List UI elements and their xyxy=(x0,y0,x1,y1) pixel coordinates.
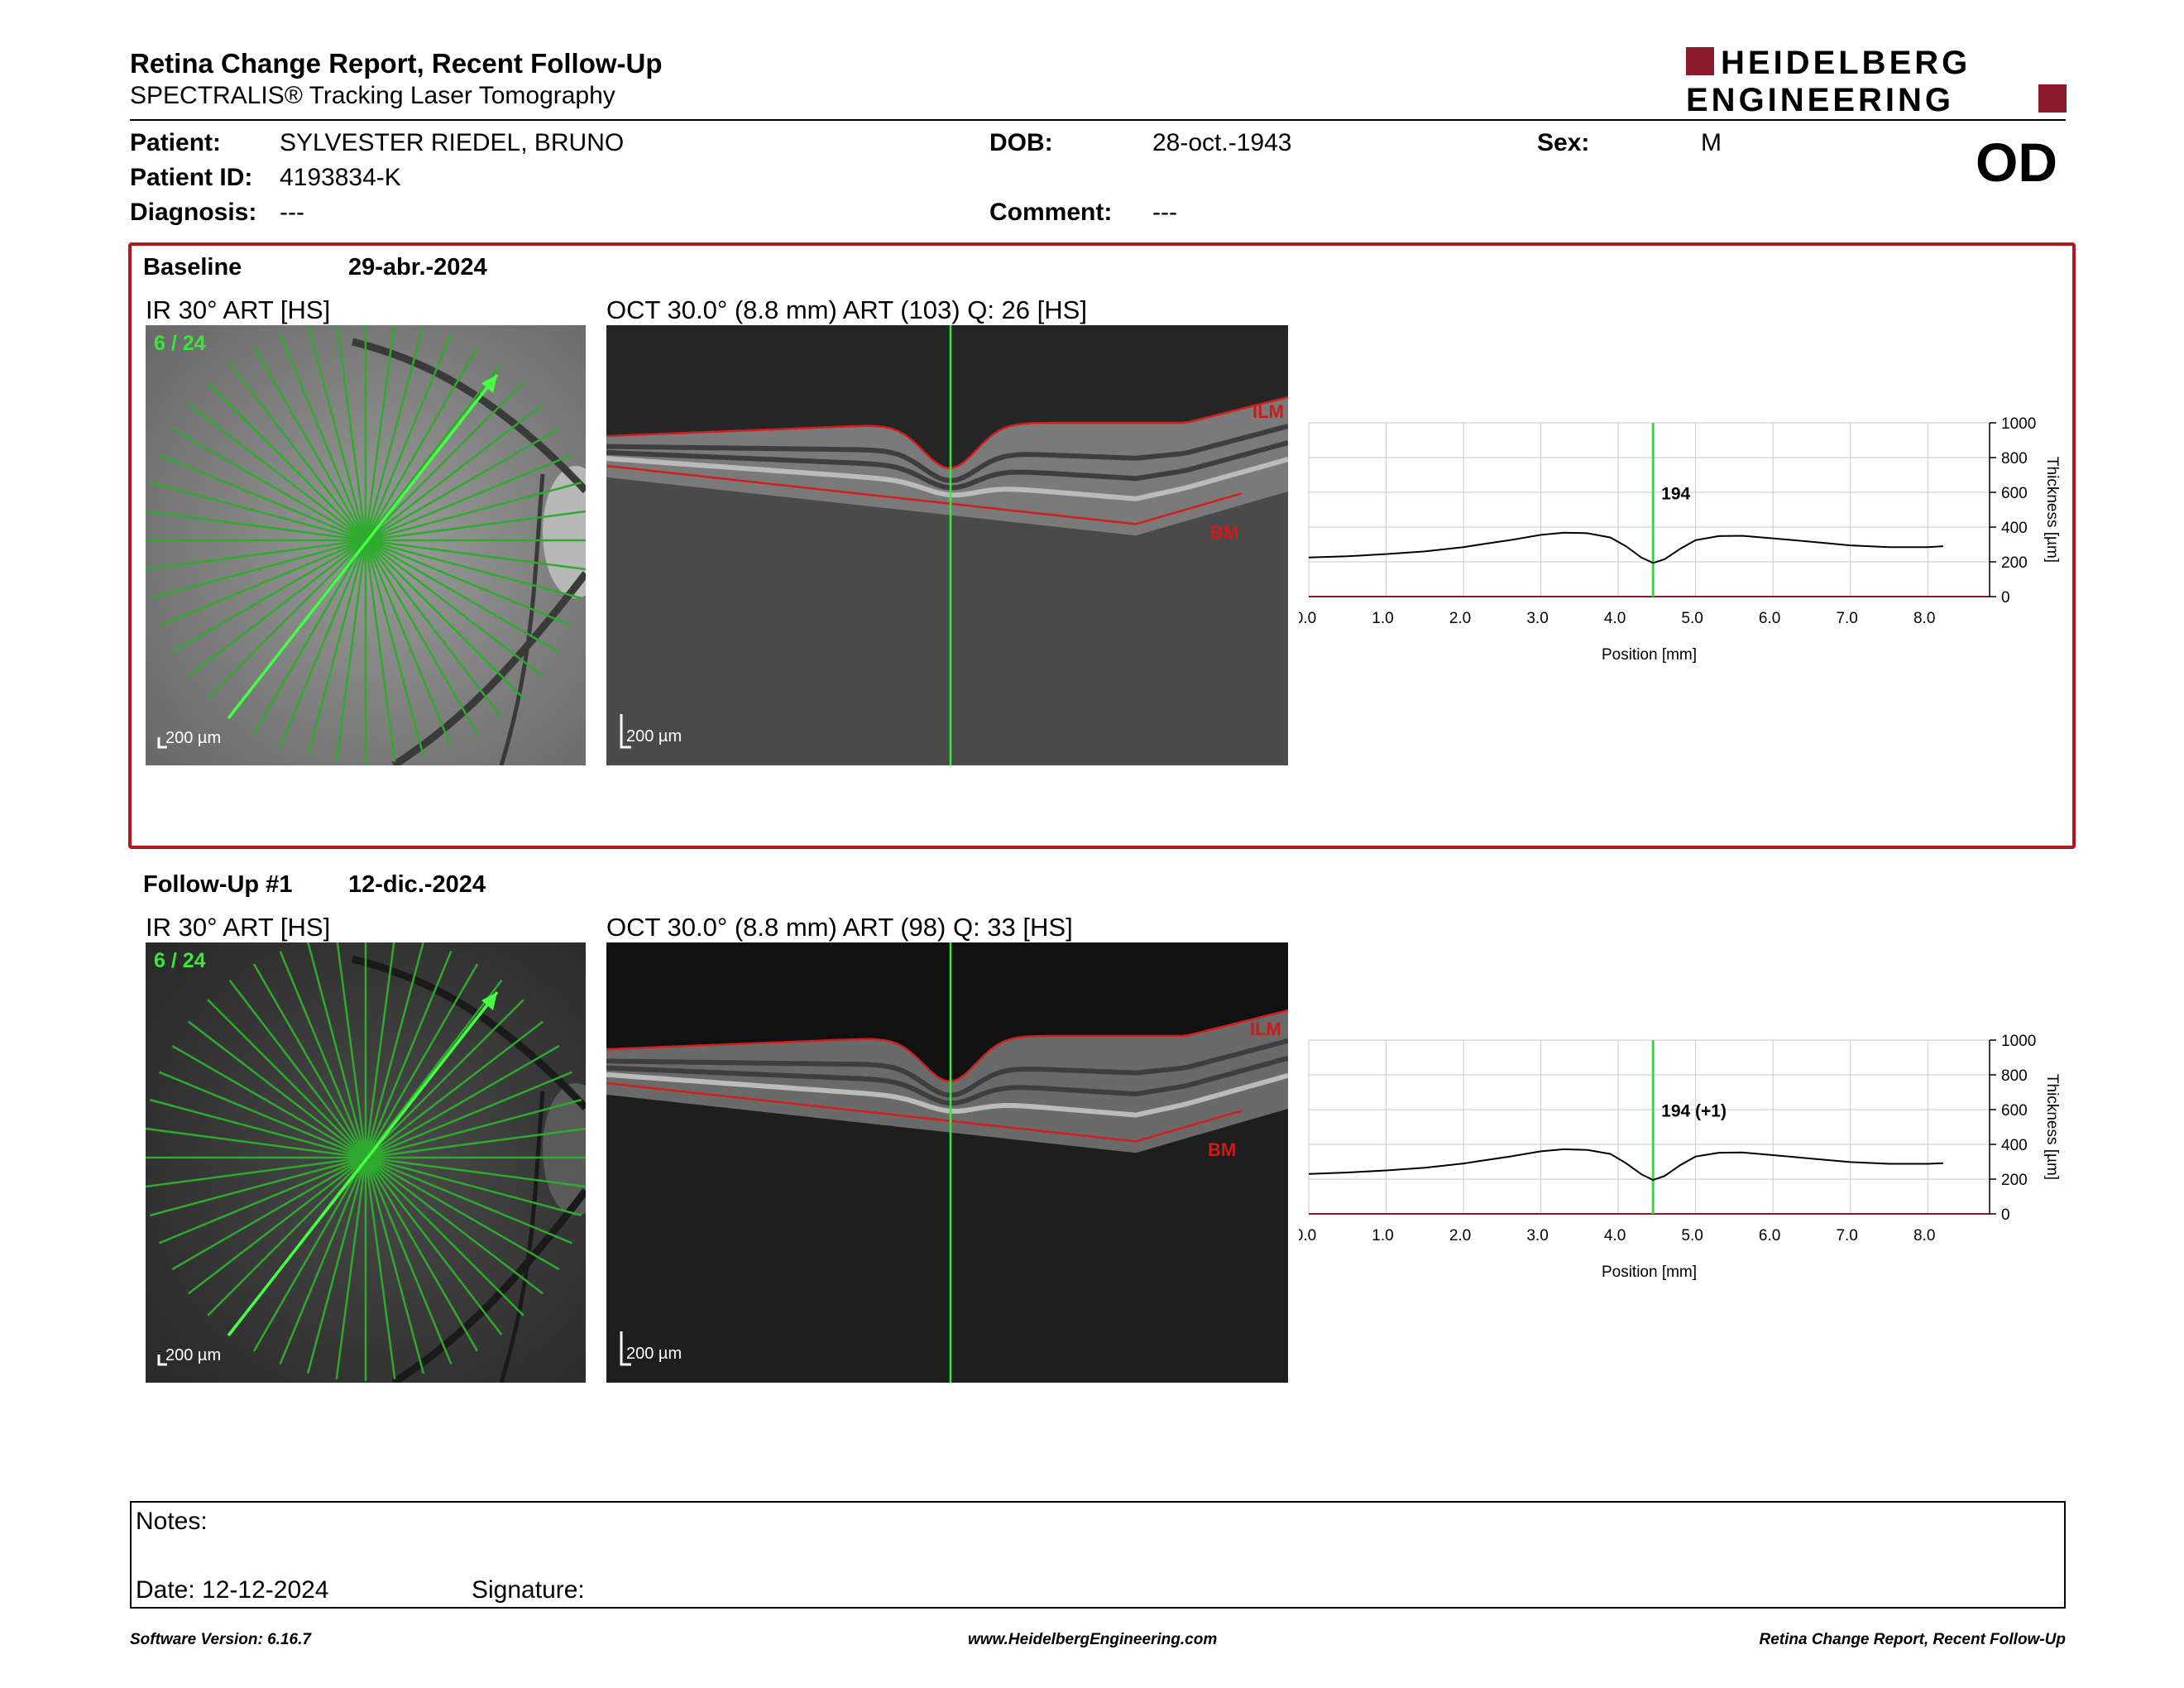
cursor-thickness-label: 194 (+1) xyxy=(1661,1101,1727,1120)
x-tick-label: 3.0 xyxy=(1526,610,1548,627)
baseline-ir-image[interactable]: 6 / 24 200 µm xyxy=(146,325,586,765)
x-tick-label: 1.0 xyxy=(1372,610,1393,627)
followup-date: 12-dic.-2024 xyxy=(348,871,486,898)
thickness-line xyxy=(1308,1148,1943,1182)
baseline-date: 29-abr.-2024 xyxy=(348,254,487,281)
patient-id-label: Patient ID: xyxy=(130,164,253,191)
y-tick-label: 800 xyxy=(2001,450,2028,468)
baseline-bm-label: BM xyxy=(1210,522,1239,543)
x-axis-label: Position [mm] xyxy=(1602,646,1697,664)
baseline-ir-scan-pattern xyxy=(146,325,586,765)
y-axis-label: Thickness [µm] xyxy=(2043,457,2061,563)
cursor-thickness-label: 194 xyxy=(1661,484,1690,503)
notes-box[interactable] xyxy=(130,1501,2066,1609)
x-tick-label: 5.0 xyxy=(1681,610,1703,627)
x-tick-label: 4.0 xyxy=(1604,1227,1626,1244)
y-tick-label: 600 xyxy=(2001,1102,2028,1120)
website-link[interactable]: www.HeidelbergEngineering.com xyxy=(968,1631,1218,1648)
dob-value: 28-oct.-1943 xyxy=(1152,129,1292,156)
y-tick-label: 0 xyxy=(2001,1206,2010,1224)
sex-value: M xyxy=(1701,129,1722,156)
x-tick-label: 7.0 xyxy=(1836,1227,1857,1244)
followup-label: Follow-Up #1 xyxy=(143,871,293,898)
report-title: Retina Change Report, Recent Follow-Up xyxy=(130,48,663,79)
x-tick-label: 0.0 xyxy=(1299,610,1316,627)
followup-thickness-chart: 0 200 400 600 800 1000 0.0 1.0 2.0 3.0 4.0 5.0 6.0 7.… xyxy=(1299,1033,2061,1281)
followup-oct-layers xyxy=(606,942,1288,1383)
comment-label: Comment: xyxy=(989,199,1113,226)
patient-name: SYLVESTER RIEDEL, BRUNO xyxy=(280,129,625,156)
x-tick-label: 0.0 xyxy=(1299,1227,1316,1244)
report-subtitle: SPECTRALIS® Tracking Laser Tomography xyxy=(130,82,615,109)
followup-ilm-label: ILM xyxy=(1250,1019,1281,1039)
baseline-oct-layers xyxy=(606,325,1288,765)
followup-bm-label: BM xyxy=(1208,1139,1237,1160)
heidelberg-logo: HEIDELBERG ENGINEERING xyxy=(1686,46,2067,115)
y-tick-label: 400 xyxy=(2001,520,2028,537)
baseline-ir-scale-label: 200 µm xyxy=(165,729,222,747)
header-divider xyxy=(130,119,2066,121)
patient-id: 4193834-K xyxy=(280,164,401,191)
baseline-panel xyxy=(128,242,2076,849)
followup-ir-scan-pattern xyxy=(146,942,586,1383)
followup-oct-bscan[interactable]: ILM BM 200 µm xyxy=(606,942,1288,1383)
logo-text-line2: ENGINEERING xyxy=(1686,82,1954,115)
x-tick-label: 3.0 xyxy=(1526,1227,1548,1244)
x-tick-label: 6.0 xyxy=(1759,610,1780,627)
y-tick-label: 400 xyxy=(2001,1137,2028,1154)
x-axis-label: Position [mm] xyxy=(1602,1264,1697,1281)
baseline-oct-title: OCT 30.0° (8.8 mm) ART (103) Q: 26 [HS] xyxy=(606,295,1087,324)
y-tick-label: 1000 xyxy=(2001,415,2036,433)
diagnosis-value: --- xyxy=(280,199,304,226)
followup-ir-image[interactable]: 6 / 24 200 µm xyxy=(146,942,586,1383)
y-tick-label: 1000 xyxy=(2001,1033,2036,1050)
x-tick-label: 6.0 xyxy=(1759,1227,1780,1244)
y-tick-label: 200 xyxy=(2001,1172,2028,1189)
followup-oct-title: OCT 30.0° (8.8 mm) ART (98) Q: 33 [HS] xyxy=(606,913,1073,942)
x-tick-label: 4.0 xyxy=(1604,610,1626,627)
followup-ir-title: IR 30° ART [HS] xyxy=(146,913,331,942)
baseline-ilm-label: ILM xyxy=(1252,401,1284,422)
x-tick-label: 7.0 xyxy=(1836,610,1857,627)
x-tick-label: 8.0 xyxy=(1913,610,1935,627)
followup-frame-counter: 6 / 24 xyxy=(154,949,206,972)
y-axis-label: Thickness [µm] xyxy=(2043,1074,2061,1180)
notes-label: Notes: xyxy=(136,1508,208,1535)
baseline-label: Baseline xyxy=(143,254,242,281)
x-tick-label: 8.0 xyxy=(1913,1227,1935,1244)
baseline-oct-bscan[interactable]: ILM BM 200 µm xyxy=(606,325,1288,765)
thickness-line xyxy=(1308,531,1943,564)
y-tick-label: 0 xyxy=(2001,589,2010,607)
dob-label: DOB: xyxy=(989,129,1053,156)
baseline-frame-counter: 6 / 24 xyxy=(154,332,206,355)
x-tick-label: 2.0 xyxy=(1449,1227,1471,1244)
baseline-thickness-chart: 0 200 400 600 800 1000 0.0 1.0 2.0 3.0 4.0 5.0 6.0 7.… xyxy=(1299,415,2061,664)
baseline-ir-title: IR 30° ART [HS] xyxy=(146,295,331,324)
diagnosis-label: Diagnosis: xyxy=(130,199,257,226)
footer-report-name: Retina Change Report, Recent Follow-Up xyxy=(1759,1631,2066,1648)
date-field: Date: 12-12-2024 xyxy=(136,1576,329,1604)
x-tick-label: 1.0 xyxy=(1372,1227,1393,1244)
y-tick-label: 600 xyxy=(2001,485,2028,502)
x-tick-label: 2.0 xyxy=(1449,610,1471,627)
comment-value: --- xyxy=(1152,199,1177,226)
followup-oct-scale-label: 200 µm xyxy=(626,1345,682,1363)
y-tick-label: 200 xyxy=(2001,554,2028,572)
patient-label: Patient: xyxy=(130,129,222,156)
eye-indicator: OD xyxy=(1976,132,2057,193)
sex-label: Sex: xyxy=(1537,129,1590,156)
x-tick-label: 5.0 xyxy=(1681,1227,1703,1244)
signature-label: Signature: xyxy=(472,1576,585,1604)
baseline-oct-scale-label: 200 µm xyxy=(626,727,682,746)
followup-ir-scale-label: 200 µm xyxy=(165,1346,222,1364)
y-tick-label: 800 xyxy=(2001,1067,2028,1085)
logo-text-line1: HEIDELBERG xyxy=(1721,46,1971,81)
software-version: Software Version: 6.16.7 xyxy=(130,1631,311,1648)
